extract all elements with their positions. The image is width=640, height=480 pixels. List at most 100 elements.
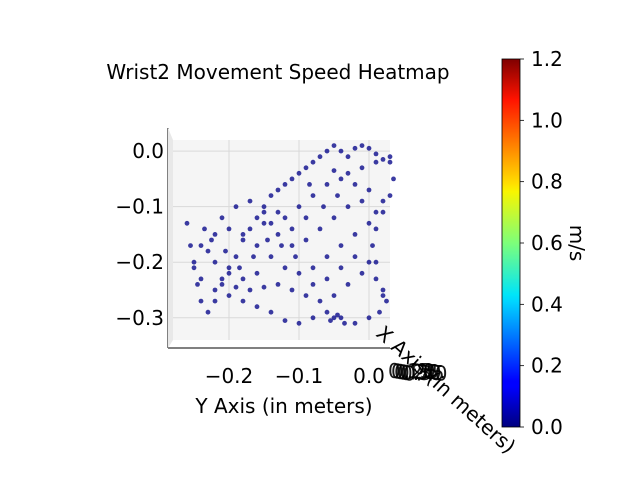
scatter-point <box>352 320 358 326</box>
colorbar-tick-label: 0.6 <box>531 231 563 255</box>
scatter-point <box>324 254 330 260</box>
scatter-point <box>338 243 344 249</box>
scatter-point <box>380 198 386 204</box>
scatter-point <box>317 154 323 160</box>
scatter-point <box>247 226 253 232</box>
scatter-point <box>268 254 274 260</box>
scatter-point <box>380 209 386 215</box>
y-tick-label: −0.2 <box>205 364 254 388</box>
scatter-point <box>275 209 281 215</box>
scatter-point <box>317 226 323 232</box>
scatter-point <box>265 237 270 243</box>
scatter-points <box>184 143 396 326</box>
scatter-point <box>370 243 375 249</box>
y-axis-label: Y Axis (in meters) <box>194 394 372 418</box>
scatter-point <box>212 287 218 293</box>
colorbar-tick-label: 0.8 <box>531 170 563 194</box>
scatter-point <box>328 318 333 323</box>
scatter-point <box>310 159 316 165</box>
scatter-point <box>310 282 316 287</box>
scatter-point <box>352 182 358 187</box>
x-tick-label: 0.15 <box>388 359 433 383</box>
y-tick-labels: −0.2 −0.1 0.0 <box>205 364 385 388</box>
scatter-point <box>219 276 225 282</box>
scatter-point <box>303 293 309 298</box>
colorbar-tick-label: 0.0 <box>531 415 563 439</box>
scatter-point <box>303 215 309 221</box>
scatter-point <box>324 182 330 187</box>
scatter-point <box>282 182 288 187</box>
scatter-point <box>373 151 379 157</box>
scatter-point <box>279 243 284 249</box>
scatter-point <box>247 198 253 204</box>
scatter-point <box>226 265 232 271</box>
scatter-point <box>380 287 386 293</box>
scatter-point <box>254 304 260 310</box>
scatter-point <box>380 157 386 162</box>
scatter-point <box>310 315 316 321</box>
scatter-point <box>296 270 302 276</box>
scatter-point <box>191 259 197 265</box>
scatter-point <box>289 176 295 182</box>
scatter-point <box>321 204 326 210</box>
scatter-point <box>212 259 218 265</box>
scatter-point <box>373 209 379 215</box>
scatter-point <box>219 282 225 287</box>
scatter-point <box>233 204 239 210</box>
x-tick-label: 0.35 <box>400 361 445 385</box>
side-pane <box>168 128 173 348</box>
scatter-point <box>268 309 274 315</box>
y-tick-label: −0.1 <box>275 364 324 388</box>
scatter-point <box>345 154 351 160</box>
scatter-point <box>380 293 386 298</box>
scatter-point <box>359 165 365 171</box>
z-tick-label: −0.2 <box>115 250 164 274</box>
scatter-point <box>219 215 225 221</box>
scatter-point <box>338 265 344 271</box>
scatter-point <box>331 168 337 174</box>
scatter-point <box>205 248 211 254</box>
scatter-point <box>310 193 316 199</box>
scatter-point <box>226 226 232 232</box>
scatter-point <box>289 287 295 293</box>
scatter-point <box>331 293 337 298</box>
scatter-point <box>324 309 330 315</box>
scatter-point <box>275 187 281 193</box>
scatter-point <box>275 232 281 237</box>
scatter-point <box>331 143 337 149</box>
scatter-point <box>233 284 239 290</box>
x-tick-label: 0.20 <box>391 360 436 384</box>
scatter-point <box>254 215 260 221</box>
scatter-point <box>268 220 274 226</box>
scatter-point <box>345 170 351 176</box>
scatter-point <box>338 176 344 182</box>
scatter-point <box>373 159 379 165</box>
scatter-point <box>212 232 218 237</box>
scatter-point <box>184 220 190 226</box>
colorbar-tick-label: 1.2 <box>531 47 563 71</box>
scatter-point <box>188 243 193 249</box>
scatter-point <box>233 254 239 260</box>
scatter-point <box>359 198 365 204</box>
scatter-point <box>310 265 316 271</box>
scatter-point <box>282 215 288 221</box>
scatter-point <box>387 159 393 165</box>
scatter-point <box>345 282 351 287</box>
scatter-point <box>373 276 379 282</box>
axes-3d: 0.0 −0.1 −0.2 −0.3 −0.2 −0.1 0.0 Y Axis (in m… <box>115 128 521 458</box>
x-tick-label: 0.30 <box>397 361 442 385</box>
colorbar-label: m/s <box>565 225 589 262</box>
scatter-point <box>237 265 242 271</box>
scatter-point <box>342 320 347 326</box>
scatter-point <box>366 315 372 321</box>
scatter-point <box>373 259 379 265</box>
back-pane <box>173 140 390 340</box>
scatter-point <box>352 232 358 237</box>
scatter-point <box>293 254 298 260</box>
scatter-point <box>226 293 232 298</box>
scatter-point <box>366 187 372 193</box>
scatter-point <box>303 237 309 243</box>
scatter-point <box>335 193 340 199</box>
scatter-point <box>261 284 267 290</box>
scatter-point <box>331 215 337 221</box>
